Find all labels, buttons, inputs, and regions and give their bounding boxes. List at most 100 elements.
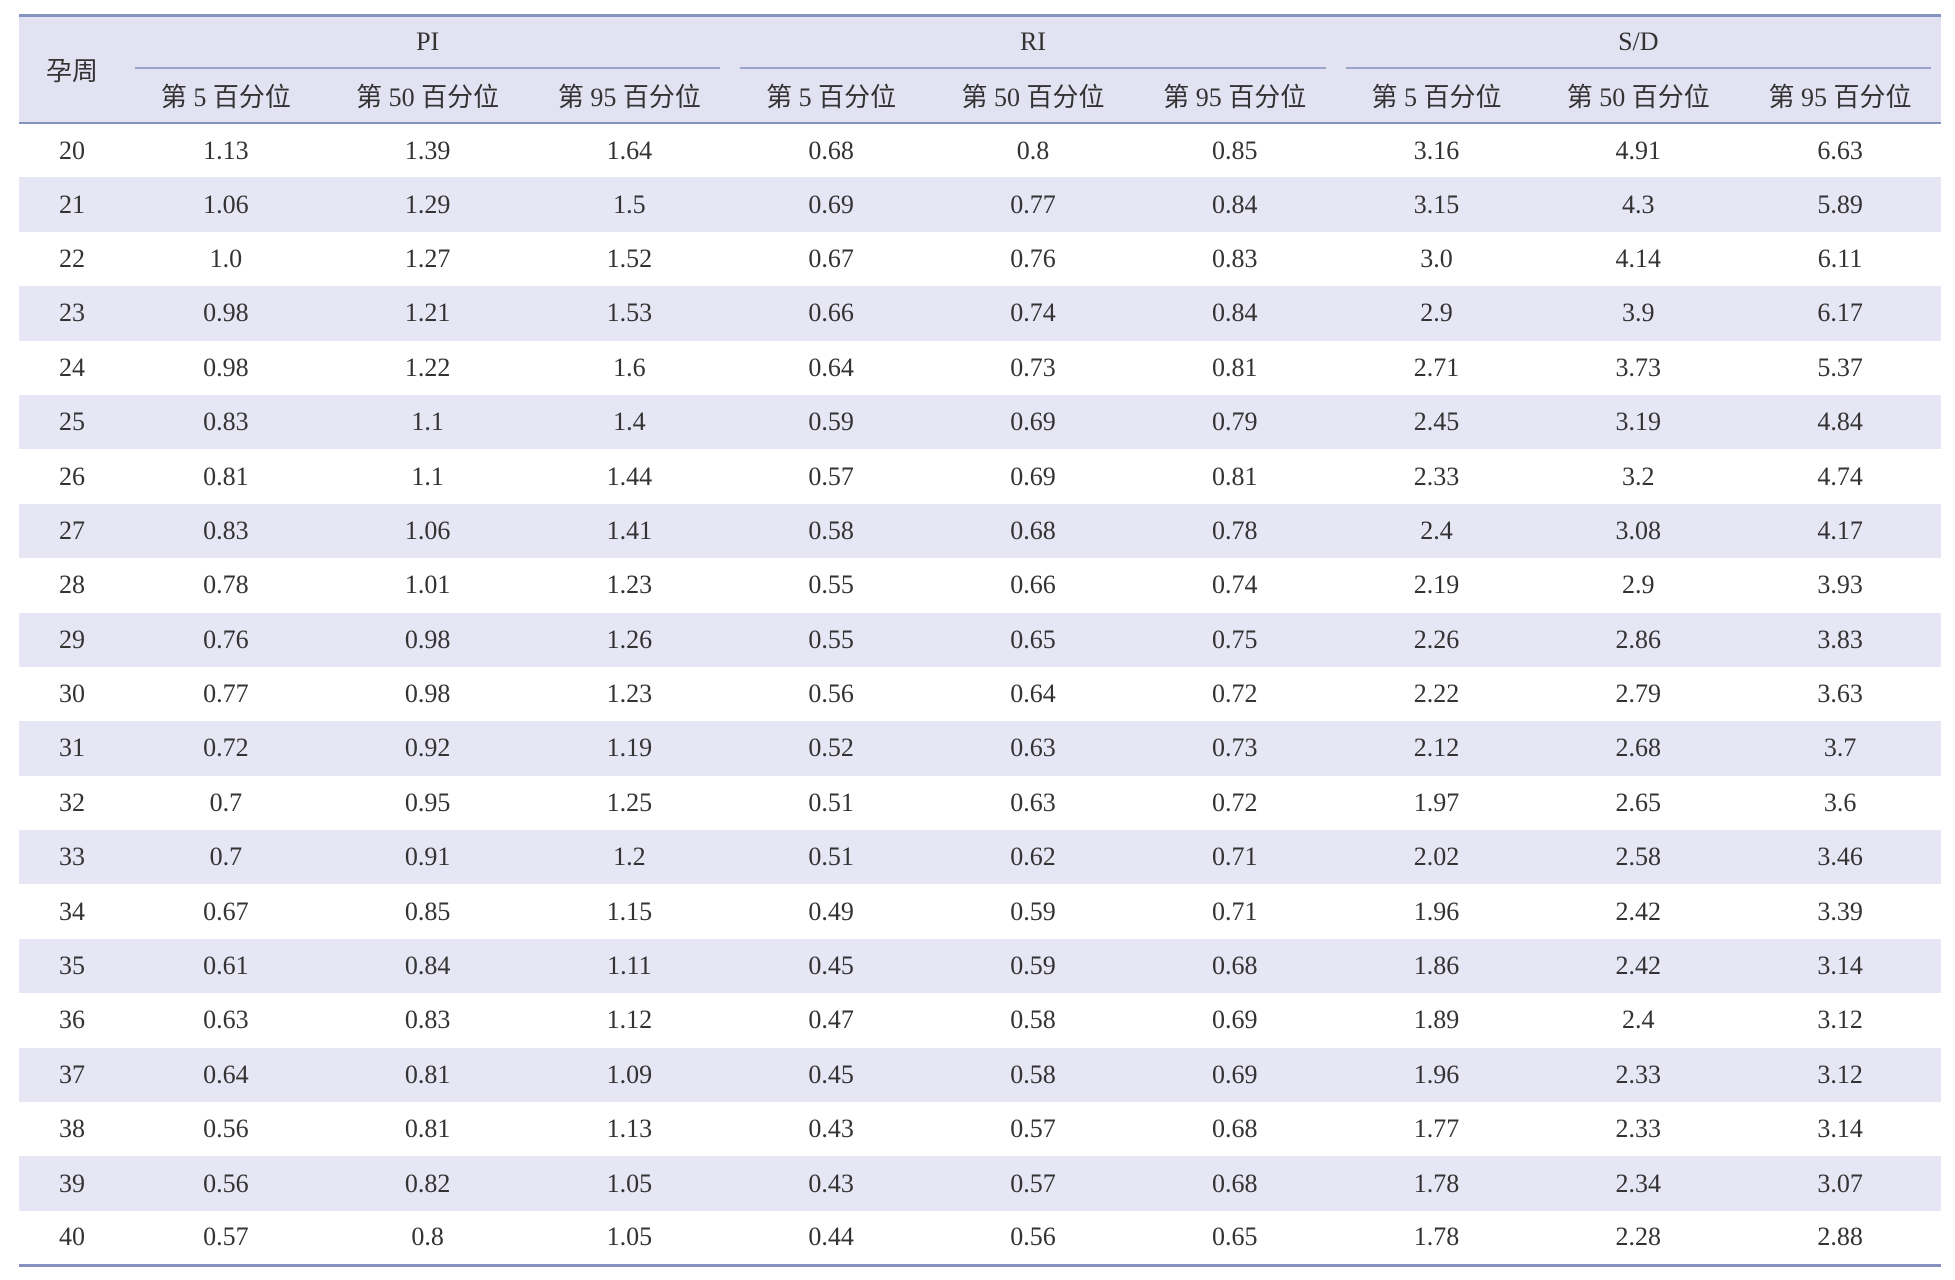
value-cell: 0.69 [1211,1005,1258,1035]
row-header: 孕周 [45,57,98,86]
value-cell: 0.95 [404,787,451,817]
table-row: 27 0.83 1.06 1.41 0.58 0.68 0.78 2.4 3.08 4.17 [19,503,1941,559]
value-cell: 1.6 [613,352,646,382]
value-cell: 2.86 [1615,624,1661,654]
column-header: 第 5 百分位 [766,83,897,112]
value-cell: 6.11 [1817,243,1863,273]
value-cell: 0.8 [1016,135,1050,165]
value-cell: 4.17 [1817,515,1863,545]
value-cell: 0.69 [1010,407,1056,437]
value-cell: 3.46 [1817,842,1863,872]
value-cell: 1.44 [606,461,653,491]
table-row: 25 0.83 1.1 1.4 0.59 0.69 0.79 2.45 3.19 4.84 [19,394,1941,450]
table-row: 36 0.63 0.83 1.12 0.47 0.58 0.69 1.89 2.4 3.12 [19,993,1941,1047]
value-cell: 0.62 [1010,842,1056,872]
value-cell: 0.73 [1010,352,1056,382]
value-cell: 3.6 [1823,787,1857,817]
value-cell: 0.57 [1010,1114,1056,1144]
value-cell: 0.45 [808,951,854,981]
table-row: 33 0.7 0.91 1.2 0.51 0.62 0.71 2.02 2.58 3.46 [19,830,1941,885]
value-cell: 3.93 [1817,570,1863,600]
value-cell: 0.81 [1211,352,1258,382]
value-cell: 1.13 [203,135,249,165]
value-cell: 0.67 [808,243,854,273]
value-cell: 2.71 [1413,352,1460,382]
value-cell: 0.69 [1010,461,1056,491]
value-cell: 3.39 [1817,896,1863,926]
column-header: 第 95 百分位 [557,83,701,112]
value-cell: 3.0 [1420,243,1453,273]
week-cell: 32 [59,787,85,817]
value-cell: 2.42 [1615,951,1661,981]
week-cell: 23 [59,298,85,328]
value-cell: 4.84 [1817,407,1863,437]
value-cell: 1.0 [209,243,243,273]
value-cell: 0.58 [1010,1005,1056,1035]
group-header: PI [125,16,730,69]
column-header: 第 5 百分位 [1371,83,1502,112]
table-row: 37 0.64 0.81 1.09 0.45 0.58 0.69 1.96 2.33 3.12 [19,1047,1941,1103]
value-cell: 3.08 [1615,515,1661,545]
value-cell: 3.9 [1621,298,1655,328]
week-cell: 36 [59,1005,85,1035]
value-cell: 2.45 [1413,407,1460,437]
value-cell: 4.74 [1817,461,1863,491]
value-cell: 2.19 [1413,570,1460,600]
value-cell: 0.74 [1211,570,1258,600]
table-row: 24 0.98 1.22 1.6 0.64 0.73 0.81 2.71 3.73 5.37 [19,341,1941,395]
value-cell: 0.69 [808,189,854,219]
value-cell: 1.52 [606,243,653,273]
value-cell: 2.88 [1817,1222,1863,1252]
value-cell: 0.84 [1211,298,1258,328]
value-cell: 0.77 [1010,189,1056,219]
value-cell: 1.86 [1413,951,1460,981]
group-title: PI [135,17,721,69]
value-cell: 4.3 [1621,189,1655,219]
week-cell: 37 [59,1059,85,1089]
value-cell: 2.33 [1615,1059,1661,1089]
value-cell: 1.01 [404,570,451,600]
value-cell: 5.89 [1817,189,1863,219]
value-cell: 1.13 [606,1114,653,1144]
value-cell: 0.65 [1010,624,1056,654]
value-cell: 0.79 [1211,407,1258,437]
value-cell: 1.27 [404,243,451,273]
value-cell: 1.19 [606,733,653,763]
value-cell: 0.55 [808,624,854,654]
value-cell: 0.73 [1211,733,1258,763]
week-cell: 29 [59,624,85,654]
value-cell: 0.51 [808,842,854,872]
value-cell: 0.69 [1211,1059,1258,1089]
value-cell: 3.19 [1615,407,1661,437]
value-cell: 0.98 [404,679,451,709]
value-cell: 1.12 [606,1005,653,1035]
value-cell: 3.83 [1817,624,1863,654]
table-row: 20 1.13 1.39 1.64 0.68 0.8 0.85 3.16 4.91 6.63 [19,123,1941,177]
week-cell: 22 [59,243,85,273]
value-cell: 2.4 [1420,515,1453,545]
value-cell: 2.33 [1615,1114,1661,1144]
table-row: 26 0.81 1.1 1.44 0.57 0.69 0.81 2.33 3.2 4.74 [19,449,1941,503]
value-cell: 0.61 [203,951,249,981]
value-cell: 0.67 [203,896,249,926]
value-cell: 1.06 [404,515,451,545]
value-cell: 0.56 [203,1168,249,1198]
value-cell: 0.98 [404,624,451,654]
group-header: RI [730,16,1335,69]
value-cell: 2.33 [1413,461,1460,491]
value-cell: 0.98 [203,352,249,382]
value-cell: 0.85 [404,896,451,926]
value-cell: 0.65 [1211,1222,1258,1252]
value-cell: 0.59 [1010,951,1056,981]
value-cell: 1.21 [404,298,451,328]
value-cell: 0.8 [411,1222,444,1252]
value-cell: 0.74 [1010,298,1056,328]
column-header: 第 5 百分位 [160,83,291,112]
value-cell: 2.28 [1615,1222,1661,1252]
value-cell: 0.78 [203,570,249,600]
value-cell: 0.49 [808,896,854,926]
value-cell: 0.83 [1211,243,1258,273]
value-cell: 0.81 [1211,461,1258,491]
value-cell: 5.37 [1817,352,1863,382]
table-row: 38 0.56 0.81 1.13 0.43 0.57 0.68 1.77 2.33 3.14 [19,1102,1941,1156]
